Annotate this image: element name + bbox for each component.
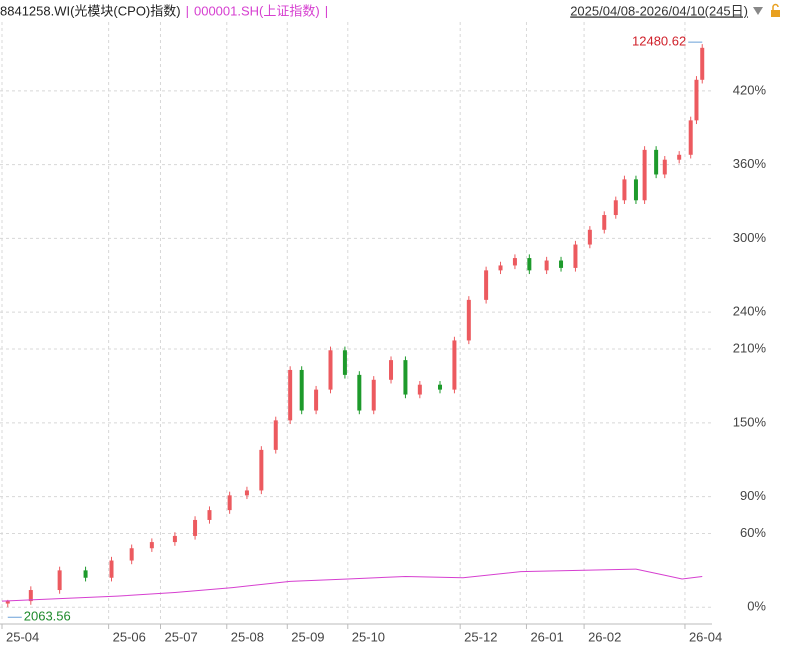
y-tick-label: 300%	[733, 230, 767, 245]
candle-body	[172, 535, 177, 543]
candle-body	[5, 601, 10, 604]
legend-entry: 8841258.WI(光模块(CPO)指数)	[0, 3, 181, 18]
y-tick-label: 150%	[733, 414, 767, 429]
x-tick-label: 25-12	[464, 629, 497, 644]
legend-entry[interactable]: 000001.SH(上证指数)	[194, 3, 320, 18]
candle-body	[149, 542, 154, 549]
candle-body	[688, 120, 693, 155]
y-tick-label: 60%	[740, 525, 766, 540]
candle-body	[544, 260, 549, 271]
candle-body	[498, 265, 503, 271]
candle-body	[484, 270, 489, 300]
candle-body	[527, 258, 532, 271]
y-tick-label: 210%	[733, 340, 767, 355]
candle-body	[700, 47, 705, 80]
candle-body	[357, 374, 362, 411]
candle-body	[328, 350, 333, 390]
candle-body	[109, 560, 114, 578]
candle-body	[662, 159, 667, 175]
candle-body	[193, 519, 198, 536]
candle-body	[227, 495, 232, 511]
index-line	[1, 568, 703, 602]
candle-body	[129, 548, 134, 561]
candle-body	[403, 360, 408, 395]
legend-separator: |	[186, 3, 189, 18]
x-tick-label: 25-06	[113, 629, 146, 644]
candle-body	[299, 369, 304, 411]
candle-body	[314, 389, 319, 411]
candle-body	[438, 384, 443, 390]
candle-body	[642, 149, 647, 201]
y-tick-label: 0%	[747, 599, 766, 614]
x-tick-label: 25-10	[352, 629, 385, 644]
candle-body	[259, 449, 264, 491]
candle-body	[654, 149, 659, 175]
candle-body	[559, 260, 564, 268]
candle-body	[417, 384, 422, 395]
candle-body	[512, 258, 517, 266]
candle-body	[677, 154, 682, 160]
x-tick-label: 25-08	[231, 629, 264, 644]
max-label: 12480.62	[632, 34, 686, 49]
candle-body	[622, 179, 627, 201]
candle-body	[273, 420, 278, 450]
date-range[interactable]: 2025/04/08-2026/04/10(245日)	[570, 3, 748, 18]
x-tick-label: 26-02	[588, 629, 621, 644]
candle-body	[694, 79, 699, 121]
x-tick-label: 26-01	[530, 629, 563, 644]
dropdown-arrow[interactable]	[753, 7, 763, 15]
x-tick-label: 25-04	[6, 629, 39, 644]
legend-separator: |	[325, 3, 328, 18]
candle-body	[57, 570, 62, 591]
candle-body	[613, 200, 618, 216]
candle-body	[207, 510, 212, 520]
candle-body	[587, 229, 592, 245]
lock-icon[interactable]	[771, 3, 780, 18]
x-tick-label: 25-09	[291, 629, 324, 644]
min-label: 2063.56	[24, 609, 71, 624]
candle-body	[244, 490, 249, 496]
candle-body	[602, 215, 607, 230]
y-tick-label: 240%	[733, 304, 767, 319]
candle-body	[342, 350, 347, 375]
candle-body	[389, 360, 394, 380]
y-tick-label: 420%	[733, 82, 767, 97]
candle-body	[452, 340, 457, 390]
candle-body	[288, 369, 293, 421]
candle-body	[573, 244, 578, 268]
candle-body	[371, 379, 376, 411]
candle-body	[83, 570, 88, 578]
x-tick-label: 26-04	[689, 629, 722, 644]
candle-body	[466, 299, 471, 341]
candle-body	[633, 179, 638, 201]
y-tick-label: 360%	[733, 156, 767, 171]
y-tick-label: 90%	[740, 488, 766, 503]
x-tick-label: 25-07	[164, 629, 197, 644]
candle-body	[28, 590, 33, 602]
